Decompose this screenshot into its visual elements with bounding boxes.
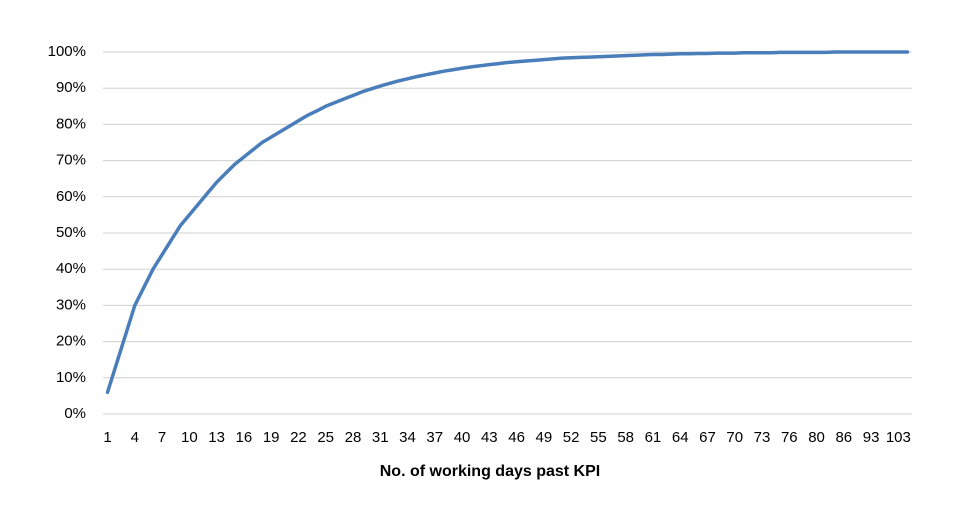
x-tick-label: 7	[158, 429, 166, 446]
x-tick-label: 31	[372, 429, 389, 446]
x-tick-label: 46	[508, 429, 525, 446]
x-tick-label: 37	[426, 429, 443, 446]
x-tick-label: 4	[131, 429, 139, 446]
y-tick-label: 40%	[56, 260, 86, 277]
x-tick-label: 28	[345, 429, 362, 446]
x-tick-label: 16	[236, 429, 253, 446]
y-tick-label: 10%	[56, 369, 86, 386]
x-tick-label: 55	[590, 429, 607, 446]
x-tick-label: 34	[399, 429, 416, 446]
x-tick-label: 93	[863, 429, 880, 446]
x-tick-label: 13	[208, 429, 225, 446]
x-tick-label: 40	[454, 429, 471, 446]
y-tick-label: 70%	[56, 152, 86, 169]
x-tick-label: 86	[835, 429, 852, 446]
y-tick-label: 20%	[56, 333, 86, 350]
x-tick-label: 58	[617, 429, 634, 446]
y-tick-label: 100%	[48, 43, 86, 60]
y-tick-label: 80%	[56, 115, 86, 132]
x-tick-label: 80	[808, 429, 825, 446]
x-tick-label: 61	[645, 429, 662, 446]
x-tick-label: 67	[699, 429, 716, 446]
x-tick-label: 43	[481, 429, 498, 446]
x-axis-label: No. of working days past KPI	[380, 463, 600, 480]
x-tick-label: 73	[754, 429, 771, 446]
x-tick-label: 22	[290, 429, 307, 446]
x-tick-label: 49	[536, 429, 553, 446]
x-tick-label: 70	[726, 429, 743, 446]
x-tick-label: 64	[672, 429, 689, 446]
x-tick-label: 19	[263, 429, 280, 446]
y-tick-label: 0%	[64, 405, 86, 422]
y-tick-label: 60%	[56, 188, 86, 205]
data-line	[105, 50, 910, 395]
x-tick-label: 25	[317, 429, 334, 446]
x-tick-label: 1	[103, 429, 111, 446]
x-tick-label: 103	[886, 429, 911, 446]
y-tick-label: 50%	[56, 224, 86, 241]
y-tick-label: 30%	[56, 296, 86, 313]
x-tick-label: 10	[181, 429, 198, 446]
y-tick-label: 90%	[56, 79, 86, 96]
x-tick-label: 52	[563, 429, 580, 446]
x-tick-label: 76	[781, 429, 798, 446]
